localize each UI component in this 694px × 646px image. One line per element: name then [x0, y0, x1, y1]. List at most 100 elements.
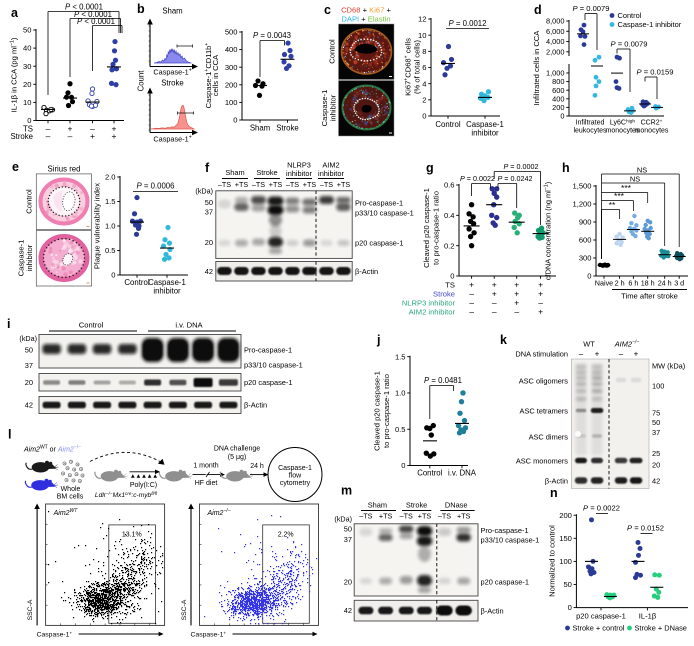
svg-text:Caspase-1+: Caspase-1+: [153, 135, 191, 144]
svg-text:Normalized to control: Normalized to control: [548, 525, 557, 597]
svg-text:DNA stimulation: DNA stimulation: [515, 350, 568, 359]
svg-text:ASC oligomers: ASC oligomers: [519, 377, 569, 386]
svg-text:42: 42: [652, 477, 660, 486]
svg-text:0: 0: [568, 603, 572, 612]
svg-text:(kDa): (kDa): [19, 334, 37, 343]
svg-text:Caspase-1+CD11b+: Caspase-1+CD11b+: [204, 43, 213, 109]
svg-text:Caspase-1 inhibitor: Caspase-1 inhibitor: [618, 20, 682, 29]
svg-text:P = 0.0002: P = 0.0002: [504, 162, 539, 171]
svg-text:monocytes: monocytes: [635, 128, 669, 135]
svg-text:–: –: [46, 124, 51, 134]
svg-text:P = 0.0006: P = 0.0006: [137, 182, 175, 191]
svg-text:***: ***: [614, 191, 625, 201]
svg-text:–: –: [514, 307, 519, 317]
svg-text:monocytes: monocytes: [606, 128, 640, 135]
svg-text:TS: TS: [23, 125, 33, 134]
svg-text:50: 50: [205, 198, 213, 207]
svg-text:p20 caspase-1: p20 caspase-1: [355, 239, 403, 248]
svg-text:p33/10 caspase-1: p33/10 caspase-1: [355, 209, 414, 218]
svg-text:Ki67+CD68+ cells: Ki67+CD68+ cells: [404, 38, 413, 96]
svg-text:0: 0: [111, 271, 115, 280]
svg-text:Caspase-1: Caspase-1: [17, 240, 26, 277]
svg-text:200: 200: [559, 511, 572, 520]
svg-text:e: e: [12, 160, 19, 174]
svg-text:1 month: 1 month: [193, 463, 218, 470]
svg-text:BM cells: BM cells: [57, 494, 84, 501]
svg-text:P = 0.0242: P = 0.0242: [498, 174, 533, 183]
svg-text:–: –: [619, 350, 624, 359]
svg-text:cytometry: cytometry: [280, 480, 311, 487]
svg-text:d: d: [534, 3, 542, 17]
svg-text:+TS: +TS: [457, 512, 471, 521]
svg-text:75: 75: [652, 409, 660, 418]
svg-text:Aim2WT or Aim2−/−: Aim2WT or Aim2−/−: [23, 445, 81, 454]
svg-text:+: +: [469, 280, 474, 290]
svg-text:SSC-A: SSC-A: [181, 599, 188, 620]
svg-text:NLRP3: NLRP3: [287, 161, 311, 170]
svg-text:p20 caspase-1: p20 caspase-1: [244, 378, 292, 387]
svg-text:Stroke + control: Stroke + control: [573, 624, 625, 633]
svg-text:42: 42: [205, 267, 213, 276]
svg-text:0: 0: [560, 112, 564, 121]
svg-text:8,000: 8,000: [546, 17, 565, 26]
svg-text:1,500: 1,500: [572, 182, 591, 191]
svg-text:2 h: 2 h: [615, 279, 625, 288]
svg-text:P = 0.0481: P = 0.0481: [424, 376, 462, 385]
svg-text:20: 20: [344, 578, 352, 587]
svg-text:–TS: –TS: [286, 180, 299, 189]
svg-text:+TS: +TS: [303, 180, 317, 189]
svg-text:(% of total cells): (% of total cells): [413, 40, 422, 94]
svg-text:–: –: [469, 307, 474, 317]
svg-text:37: 37: [205, 208, 213, 217]
svg-text:to pro-caspase-1 ratio: to pro-caspase-1 ratio: [432, 191, 441, 265]
svg-text:200: 200: [225, 80, 238, 89]
svg-text:g: g: [426, 161, 434, 175]
svg-text:2,000: 2,000: [546, 47, 565, 56]
svg-text:NLRP3 inhibitor: NLRP3 inhibitor: [402, 299, 456, 308]
svg-text:2: 2: [422, 95, 426, 104]
svg-text:MW (kDa): MW (kDa): [652, 362, 685, 371]
svg-text:0.5: 0.5: [395, 425, 406, 434]
svg-text:400: 400: [552, 94, 564, 103]
svg-text:(5 μg): (5 μg): [228, 454, 246, 461]
svg-text:Count: Count: [137, 70, 146, 92]
svg-text:600: 600: [552, 86, 564, 95]
svg-text:13.1%: 13.1%: [122, 532, 142, 539]
svg-text:+: +: [538, 289, 543, 299]
svg-text:37: 37: [344, 535, 352, 544]
svg-text:–: –: [492, 298, 497, 308]
svg-text:f: f: [205, 161, 210, 175]
svg-text:50: 50: [652, 418, 660, 427]
svg-text:P = 0.0159: P = 0.0159: [637, 68, 674, 77]
svg-text:–TS: –TS: [320, 180, 333, 189]
svg-text:–: –: [469, 289, 474, 299]
svg-text:inhibitor: inhibitor: [329, 94, 338, 121]
svg-text:6,000: 6,000: [546, 27, 565, 36]
svg-text:42: 42: [344, 606, 352, 615]
svg-text:37: 37: [652, 428, 660, 437]
svg-text:Caspase-1: Caspase-1: [320, 90, 329, 127]
svg-text:–TS: –TS: [400, 512, 413, 521]
svg-text:i.v. DNA: i.v. DNA: [175, 321, 203, 330]
svg-text:18 h: 18 h: [641, 279, 655, 288]
svg-text:1.5: 1.5: [105, 197, 116, 206]
svg-text:AIM2 inhibitor: AIM2 inhibitor: [409, 308, 456, 317]
svg-text:Stroke: Stroke: [406, 501, 427, 510]
svg-text:Stroke + DNase: Stroke + DNase: [635, 624, 687, 633]
svg-text:cells in CCA: cells in CCA: [211, 54, 220, 96]
svg-text:8: 8: [422, 47, 426, 56]
svg-text:Caspase-1: Caspase-1: [466, 120, 504, 129]
svg-text:50: 50: [23, 26, 31, 35]
svg-text:k: k: [500, 333, 507, 347]
svg-text:Sham: Sham: [250, 124, 270, 133]
svg-text:+TS: +TS: [379, 512, 393, 521]
svg-text:+: +: [112, 131, 117, 141]
svg-text:0.4: 0.4: [444, 211, 455, 220]
svg-text:100: 100: [559, 557, 572, 566]
svg-text:20: 20: [205, 238, 213, 247]
svg-text:300: 300: [579, 254, 592, 263]
svg-text:900: 900: [579, 218, 592, 227]
svg-text:Control: Control: [618, 11, 642, 20]
svg-text:37: 37: [25, 361, 33, 370]
svg-text:0.5: 0.5: [105, 246, 116, 255]
